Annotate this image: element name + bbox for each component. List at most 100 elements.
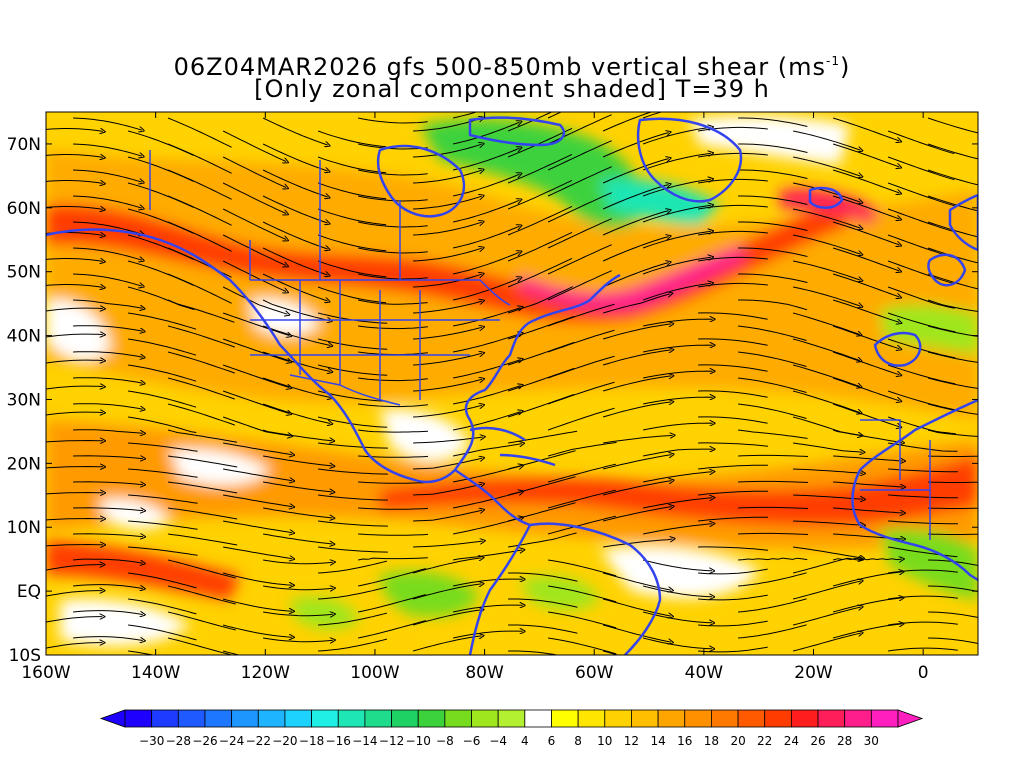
- streamline: [413, 437, 483, 444]
- streamline: [73, 221, 142, 234]
- streamline: [452, 252, 519, 275]
- streamline: [738, 624, 807, 639]
- streamline: [358, 143, 428, 150]
- colorbar-bin: [657, 709, 686, 728]
- streamline: [46, 441, 103, 444]
- colorbar-level-label: 18: [704, 734, 719, 748]
- y-axis-labels: 70N 60N 50N 40N 30N 20N 10N EQ 10S: [7, 135, 41, 666]
- streamline: [452, 226, 519, 249]
- streamline: [46, 360, 103, 365]
- streamline: [262, 429, 332, 441]
- streamline: [603, 539, 673, 548]
- streamline: [738, 247, 808, 257]
- plot-frame: [45, 111, 979, 656]
- streamline: [73, 636, 143, 641]
- colorbar-bin: [364, 709, 392, 728]
- streamline: [833, 455, 903, 461]
- streamline: [128, 520, 198, 530]
- colorbar-level-label: −28: [166, 734, 191, 748]
- streamline: [46, 181, 103, 184]
- streamline: [413, 379, 482, 392]
- streamline: [602, 185, 669, 210]
- y-tick-label: 60N: [7, 199, 41, 219]
- streamline: [793, 234, 860, 254]
- streamline: [222, 234, 286, 266]
- streamline: [167, 195, 232, 226]
- streamline: [452, 112, 479, 119]
- streamline: [698, 490, 768, 496]
- colorbar-level-label: 30: [864, 734, 879, 748]
- streamline: [413, 541, 483, 548]
- streamline: [128, 312, 197, 330]
- streamline: [317, 286, 387, 304]
- colorbar-bin: [444, 709, 472, 728]
- streamline: [128, 572, 197, 589]
- streamline: [222, 390, 289, 414]
- streamline: [167, 559, 236, 579]
- streamline: [602, 455, 672, 470]
- x-tick-label: 160W: [21, 663, 70, 683]
- coastline-iceland: [808, 186, 844, 209]
- streamline: [167, 221, 232, 252]
- streamline: [887, 260, 955, 285]
- streamline: [738, 273, 808, 283]
- streamline: [167, 273, 232, 304]
- coastline-greenland: [636, 117, 743, 203]
- streamline: [358, 299, 428, 305]
- streamline: [317, 260, 387, 278]
- y-tick-label: 40N: [7, 327, 41, 347]
- streamline: [928, 455, 978, 457]
- streamline: [46, 334, 103, 339]
- streamline: [832, 299, 899, 322]
- streamline: [453, 518, 521, 535]
- colorbar-bin: [311, 709, 339, 728]
- colorbar-level-label: 22: [757, 734, 772, 748]
- streamline: [222, 182, 286, 214]
- streamline: [792, 558, 861, 574]
- streamline: [643, 498, 712, 509]
- colorbar-bin: [257, 709, 286, 728]
- us-mexico-border: [289, 374, 401, 406]
- streamline: [698, 416, 768, 424]
- africa-borders: [860, 419, 931, 540]
- streamline: [222, 338, 289, 362]
- colorbar-bin: [124, 709, 153, 728]
- title-line1-prefix: 06Z04MAR2026 gfs 500-850mb vertical shea…: [173, 53, 827, 81]
- streamline: [832, 169, 899, 193]
- coastline-south-america: [468, 522, 662, 655]
- streamline: [887, 130, 955, 155]
- streamline: [793, 156, 860, 176]
- streamline: [167, 377, 235, 400]
- streamline: [413, 458, 482, 470]
- streamline: [547, 112, 563, 119]
- streamline: [46, 467, 103, 470]
- shade-negative-tropical-east: [520, 576, 600, 611]
- colorbar-bin: [817, 709, 846, 728]
- colorbar-bin: [524, 709, 552, 728]
- streamline: [738, 403, 807, 419]
- streamline: [453, 386, 520, 405]
- streamline: [358, 594, 427, 613]
- streamline: [128, 624, 197, 641]
- streamline: [793, 546, 862, 558]
- streamline: [358, 533, 429, 536]
- y-tick-label: 10S: [9, 646, 41, 666]
- shade-jet-core: [520, 245, 745, 311]
- streamline: [642, 257, 711, 275]
- colorbar-bin: [844, 709, 872, 728]
- streamline: [128, 650, 156, 655]
- streamline: [832, 429, 902, 443]
- streamline: [73, 455, 143, 459]
- streamline: [698, 464, 768, 470]
- streamline: [453, 308, 520, 327]
- streamline: [793, 442, 862, 452]
- plot-area: [46, 112, 978, 655]
- streamline: [508, 598, 578, 608]
- streamline: [262, 117, 328, 145]
- streamline: [263, 455, 332, 466]
- streamline: [222, 312, 289, 336]
- map-title-line2: [Only zonal component shaded] T=39 h: [254, 75, 770, 103]
- shade-calm-tropical-pacific: [100, 498, 170, 530]
- streamline: [222, 260, 286, 292]
- streamline: [453, 579, 522, 587]
